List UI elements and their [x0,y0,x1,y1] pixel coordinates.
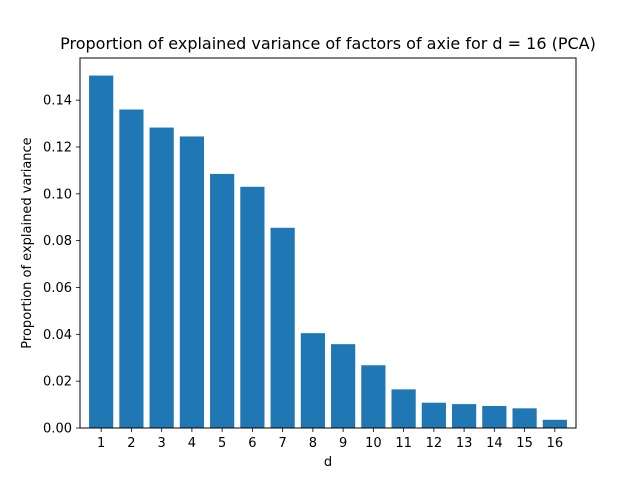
bar-9 [331,344,356,428]
y-tick-label: 0.00 [43,422,72,437]
bar-11 [391,389,416,428]
y-tick-label: 0.08 [43,234,72,249]
bar-8 [300,333,325,428]
x-tick-label: 2 [127,436,135,451]
bar-12 [421,402,446,428]
bars-group [89,75,567,429]
x-tick-label: 7 [278,436,286,451]
bar-15 [512,408,537,428]
bar-10 [361,365,386,428]
x-tick-label: 11 [395,436,412,451]
y-tick-label: 0.14 [43,94,72,109]
x-tick-label: 14 [486,436,503,451]
x-tick-label: 15 [516,436,533,451]
bar-3 [149,127,174,429]
bar-2 [119,109,144,429]
x-tick-label: 5 [218,436,226,451]
bar-1 [89,75,114,428]
x-axis-label: d [324,455,332,470]
plot-frame [79,57,577,429]
x-axis-ticks: 1 2 3 4 5 6 7 8 9 10 11 12 13 14 15 16 [97,428,563,451]
x-tick-label: 13 [456,436,473,451]
x-tick-label: 12 [426,436,443,451]
x-tick-label: 6 [248,436,256,451]
y-axis-label: Proportion of explained variance [20,137,35,348]
y-tick-label: 0.04 [43,328,72,343]
y-tick-label: 0.06 [43,281,72,296]
bar-6 [240,186,265,428]
x-tick-label: 8 [309,436,317,451]
bar-4 [179,136,204,428]
y-axis-ticks: 0.00 0.02 0.04 0.06 0.08 0.10 0.12 0.14 [43,94,80,437]
x-tick-label: 1 [97,436,105,451]
chart-title: Proportion of explained variance of fact… [60,34,596,53]
x-tick-label: 16 [547,436,564,451]
bar-16 [542,419,567,428]
x-tick-label: 10 [365,436,382,451]
y-tick-label: 0.12 [43,140,72,155]
x-tick-label: 9 [339,436,347,451]
bar-5 [210,173,235,428]
x-tick-label: 3 [158,436,166,451]
bar-14 [482,405,507,428]
bar-13 [452,404,477,428]
y-tick-label: 0.02 [43,375,72,390]
y-tick-label: 0.10 [43,187,72,202]
bar-7 [270,227,295,428]
x-tick-label: 4 [188,436,196,451]
